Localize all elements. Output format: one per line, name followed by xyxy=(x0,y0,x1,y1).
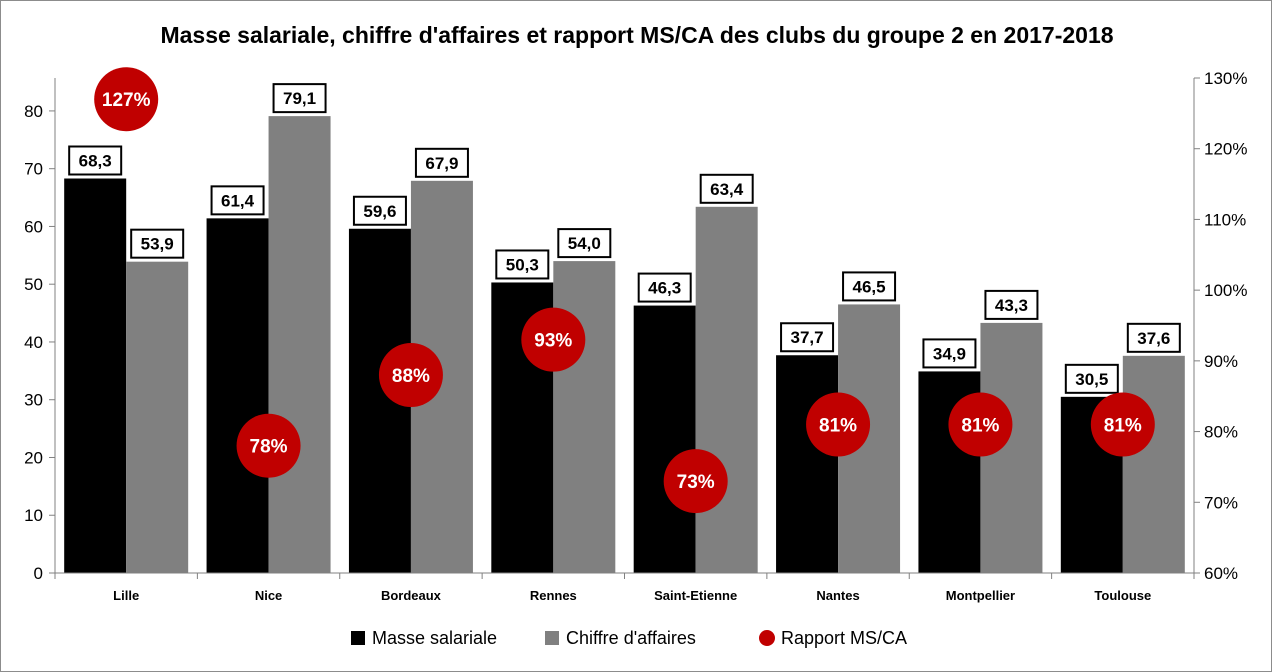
data-label-masse-salariale-bordeaux: 59,6 xyxy=(363,202,396,221)
y-left-tick-label: 10 xyxy=(24,506,43,525)
data-label-box-chiffre-affaires-nice xyxy=(272,83,327,114)
bar-masse-salariale-lille xyxy=(64,178,127,573)
x-tick-label-rennes: Rennes xyxy=(530,588,577,603)
x-tick-label-montpellier: Montpellier xyxy=(946,588,1015,603)
data-label-box-chiffre-affaires-nantes xyxy=(842,271,897,302)
data-label-chiffre-affaires-rennes: 54,0 xyxy=(568,234,601,253)
ratio-point-bordeaux xyxy=(378,343,443,407)
ratio-label-bordeaux: 88% xyxy=(392,366,430,387)
y-left-tick-label: 60 xyxy=(24,217,43,236)
y-right-tick-label: 70% xyxy=(1204,493,1238,512)
y-left-tick-label: 80 xyxy=(24,102,43,121)
legend-chiffre-affaires-swatch xyxy=(545,631,559,645)
ratio-label-nice: 78% xyxy=(250,437,288,458)
ratio-point-saint-etienne xyxy=(663,449,728,514)
data-label-chiffre-affaires-lille: 53,9 xyxy=(141,235,174,254)
bar-masse-salariale-saint-etienne xyxy=(633,305,696,573)
data-label-chiffre-affaires-nice: 79,1 xyxy=(283,89,316,108)
y-right-tick-label: 100% xyxy=(1204,281,1247,300)
data-label-box-chiffre-affaires-montpellier xyxy=(984,289,1039,320)
data-label-box-chiffre-affaires-rennes xyxy=(557,228,612,259)
y-right-tick-label: 90% xyxy=(1204,352,1238,371)
axes-layer: Lille Nice Bordeaux Rennes Saint-Etienne Nant… xyxy=(24,69,1247,603)
data-label-masse-salariale-rennes: 50,3 xyxy=(506,255,539,274)
data-label-chiffre-affaires-montpellier: 43,3 xyxy=(995,296,1028,315)
y-left-tick-label: 50 xyxy=(24,275,43,294)
legend-rapport-ms-ca-swatch xyxy=(759,630,775,646)
chart-title: Masse salariale, chiffre d'affaires et r… xyxy=(160,22,1113,48)
data-label-box-chiffre-affaires-lille xyxy=(130,228,185,259)
legend-rapport-ms-ca-label: Rapport MS/CA xyxy=(781,628,907,648)
x-tick-label-nantes: Nantes xyxy=(816,588,859,603)
labels-layer: 68,3 53,9 61,4 79,1 59,6 67,9 50,3 54,0 46,3 63,4… xyxy=(68,83,1181,394)
legend-masse-salariale-swatch xyxy=(351,631,365,645)
bar-chiffre-affaires-nice xyxy=(268,116,331,574)
data-label-box-chiffre-affaires-toulouse xyxy=(1126,322,1181,353)
data-label-masse-salariale-saint-etienne: 46,3 xyxy=(648,279,681,298)
y-left-tick-label: 40 xyxy=(24,333,43,352)
ratio-label-rennes: 93% xyxy=(534,331,572,352)
data-label-box-masse-salariale-rennes xyxy=(495,249,550,280)
y-left-tick-label: 70 xyxy=(24,160,43,179)
x-tick-label-toulouse: Toulouse xyxy=(1094,588,1151,603)
x-tick-label-nice: Nice xyxy=(255,588,282,603)
data-label-chiffre-affaires-saint-etienne: 63,4 xyxy=(710,180,744,199)
bar-masse-salariale-nantes xyxy=(776,355,839,573)
data-label-box-masse-salariale-lille xyxy=(68,145,123,176)
ratio-point-toulouse xyxy=(1090,392,1155,457)
data-label-masse-salariale-lille: 68,3 xyxy=(79,152,112,171)
data-label-box-masse-salariale-saint-etienne xyxy=(637,272,692,303)
x-tick-label-lille: Lille xyxy=(113,588,139,603)
data-label-box-masse-salariale-nice xyxy=(210,185,265,216)
ratio-point-nice xyxy=(236,413,301,478)
data-label-masse-salariale-montpellier: 34,9 xyxy=(933,344,966,363)
data-label-box-chiffre-affaires-saint-etienne xyxy=(699,173,754,204)
y-left-tick-label: 30 xyxy=(24,391,43,410)
ratio-label-montpellier: 81% xyxy=(961,416,999,437)
data-label-box-masse-salariale-toulouse xyxy=(1064,363,1119,394)
data-label-chiffre-affaires-nantes: 46,5 xyxy=(853,277,886,296)
data-label-box-masse-salariale-bordeaux xyxy=(352,195,407,226)
y-right-tick-label: 60% xyxy=(1204,564,1238,583)
legend: Masse salariale Chiffre d'affaires Rapport… xyxy=(351,628,907,648)
data-label-box-masse-salariale-montpellier xyxy=(922,338,977,369)
y-left-tick-label: 0 xyxy=(34,564,43,583)
data-label-masse-salariale-nantes: 37,7 xyxy=(791,328,824,347)
x-tick-label-saint-etienne: Saint-Etienne xyxy=(654,588,737,603)
data-label-masse-salariale-nice: 61,4 xyxy=(221,191,255,210)
bar-chiffre-affaires-lille xyxy=(126,261,189,573)
legend-masse-salariale-label: Masse salariale xyxy=(372,628,497,648)
ratio-point-lille xyxy=(94,67,159,132)
data-label-chiffre-affaires-toulouse: 37,6 xyxy=(1137,329,1170,348)
ratio-label-lille: 127% xyxy=(102,90,151,111)
ratio-points-layer: 127% 78% 88% 93% 73% 81% 81% 81% xyxy=(94,67,1155,514)
ratio-point-nantes xyxy=(806,392,871,457)
ratio-label-nantes: 81% xyxy=(819,416,857,437)
ratio-point-rennes xyxy=(521,307,586,372)
ratio-point-montpellier xyxy=(948,392,1013,457)
y-right-tick-label: 120% xyxy=(1204,140,1247,159)
ratio-label-saint-etienne: 73% xyxy=(677,472,715,493)
bar-chiffre-affaires-saint-etienne xyxy=(695,206,758,574)
bar-chiffre-affaires-toulouse xyxy=(1122,355,1185,573)
legend-chiffre-affaires-label: Chiffre d'affaires xyxy=(566,628,696,648)
bar-masse-salariale-nice xyxy=(206,218,269,573)
ratio-label-toulouse: 81% xyxy=(1104,416,1142,437)
bars-layer xyxy=(64,116,1185,574)
bar-chiffre-affaires-rennes xyxy=(553,261,616,573)
y-right-tick-label: 130% xyxy=(1204,69,1247,88)
x-tick-label-bordeaux: Bordeaux xyxy=(381,588,442,603)
y-right-tick-label: 110% xyxy=(1204,210,1246,229)
y-left-tick-label: 20 xyxy=(24,448,43,467)
data-label-box-masse-salariale-nantes xyxy=(780,322,835,353)
data-label-masse-salariale-toulouse: 30,5 xyxy=(1075,370,1108,389)
y-right-tick-label: 80% xyxy=(1204,423,1238,442)
data-label-box-chiffre-affaires-bordeaux xyxy=(414,147,469,178)
data-label-chiffre-affaires-bordeaux: 67,9 xyxy=(425,154,458,173)
